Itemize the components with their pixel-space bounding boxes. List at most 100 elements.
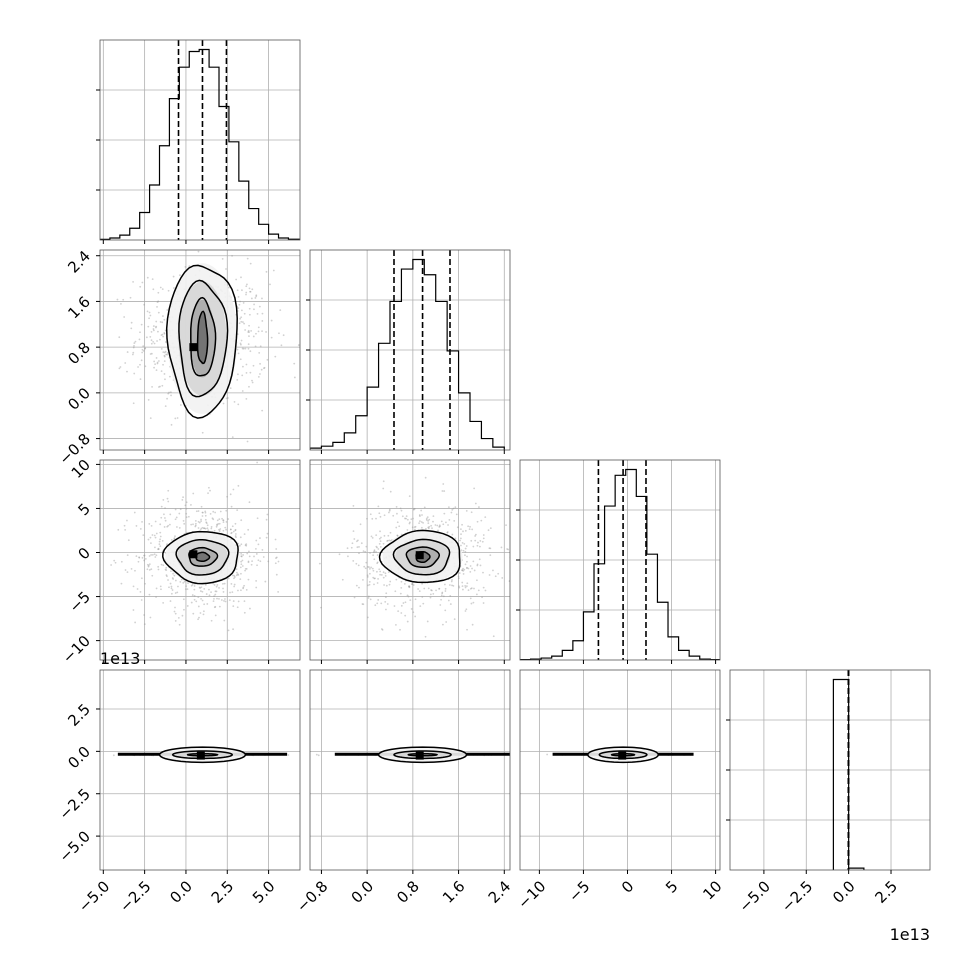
scatter-point: [469, 525, 471, 528]
scatter-point: [153, 534, 156, 537]
scatter-point: [461, 569, 464, 571]
scatter-point: [241, 565, 244, 567]
scatter-point: [224, 526, 227, 529]
scatter-point: [213, 597, 215, 600]
scatter-point: [185, 512, 188, 515]
scatter-point: [405, 517, 407, 520]
scatter-point: [256, 517, 259, 520]
scatter-point: [239, 342, 242, 345]
contour-line-2: [587, 746, 660, 764]
scatter-point: [452, 507, 455, 510]
scatter-point: [146, 276, 149, 279]
density-peak: [415, 551, 424, 560]
scatter-point: [139, 378, 142, 381]
scatter-point: [222, 521, 225, 524]
scatter-point: [243, 312, 246, 315]
scatter-point: [473, 587, 475, 590]
scatter-point: [166, 309, 169, 311]
scatter-point: [245, 544, 248, 547]
scatter-point: [447, 599, 450, 602]
scatter-point: [178, 274, 181, 277]
scatter-point: [489, 554, 492, 557]
scatter-point: [238, 322, 241, 325]
scatter-point: [150, 524, 153, 527]
scatter-point: [251, 560, 254, 563]
scatter-point: [388, 508, 391, 511]
scatter-point: [227, 629, 230, 632]
scatter-point: [169, 600, 172, 602]
scatter-point: [380, 574, 383, 576]
scatter-point: [463, 542, 466, 545]
scatter-point: [478, 506, 480, 508]
scatter-point: [482, 537, 485, 540]
scatter-point: [195, 510, 198, 513]
scatter-point: [466, 628, 468, 631]
scatter-point: [358, 586, 360, 589]
scatter-point: [476, 579, 478, 582]
scatter-point: [261, 330, 263, 333]
scatter-point: [481, 596, 483, 599]
scatter-point: [165, 566, 168, 569]
pair-panel-0-1: [96, 249, 301, 454]
scatter-point: [245, 371, 248, 374]
scatter-point: [257, 559, 260, 562]
scatter-point: [170, 592, 173, 595]
pair-panel-2-3: [519, 669, 721, 874]
scatter-point: [389, 531, 392, 534]
scatter-point: [456, 526, 459, 529]
scatter-point: [232, 605, 235, 608]
scatter-point: [473, 569, 476, 572]
scatter-point: [199, 587, 202, 589]
scatter-point: [364, 550, 367, 553]
scatter-point: [449, 595, 452, 597]
scatter-point: [122, 298, 125, 301]
scatter-point: [147, 399, 150, 401]
scatter-point: [403, 583, 406, 585]
scatter-point: [479, 564, 482, 567]
scatter-point: [375, 545, 378, 548]
scatter-point: [236, 289, 239, 292]
scatter-point: [197, 250, 200, 253]
scatter-point: [195, 600, 198, 603]
scatter-point: [462, 549, 465, 552]
scatter-point: [172, 275, 175, 278]
scatter-point: [150, 339, 153, 342]
scatter-point: [132, 585, 135, 588]
scatter-point: [132, 351, 135, 354]
scatter-point: [246, 283, 248, 286]
scatter-point: [402, 602, 405, 604]
scatter-point: [489, 527, 492, 530]
scatter-point: [255, 294, 258, 297]
scatter-point: [124, 362, 127, 364]
scatter-point: [227, 286, 230, 289]
scatter-point: [474, 533, 477, 536]
scatter-point: [386, 540, 389, 542]
scatter-point: [368, 566, 370, 569]
scatter-point: [254, 297, 257, 299]
scatter-point: [173, 538, 176, 540]
scatter-point: [148, 555, 151, 557]
scatter-point: [421, 514, 423, 516]
scatter-point: [245, 363, 248, 366]
scatter-point: [160, 505, 163, 508]
density-peak: [196, 751, 205, 760]
scatter-point: [159, 585, 162, 588]
scatter-point: [419, 605, 422, 607]
scatter-point: [151, 574, 154, 577]
scatter-point: [371, 567, 374, 570]
scatter-point: [484, 516, 487, 518]
scatter-point: [372, 576, 375, 579]
scatter-point: [141, 281, 144, 284]
scatter-point: [406, 518, 409, 521]
scatter-point: [227, 577, 230, 580]
scatter-point: [465, 567, 468, 569]
scatter-point: [197, 527, 200, 529]
scatter-point: [133, 342, 136, 344]
scatter-point: [507, 548, 510, 551]
scatter-point: [233, 583, 236, 586]
scatter-point: [143, 614, 146, 616]
scatter-point: [240, 563, 243, 566]
scatter-point: [417, 588, 419, 590]
scatter-point: [446, 531, 449, 533]
scatter-point: [164, 519, 167, 522]
